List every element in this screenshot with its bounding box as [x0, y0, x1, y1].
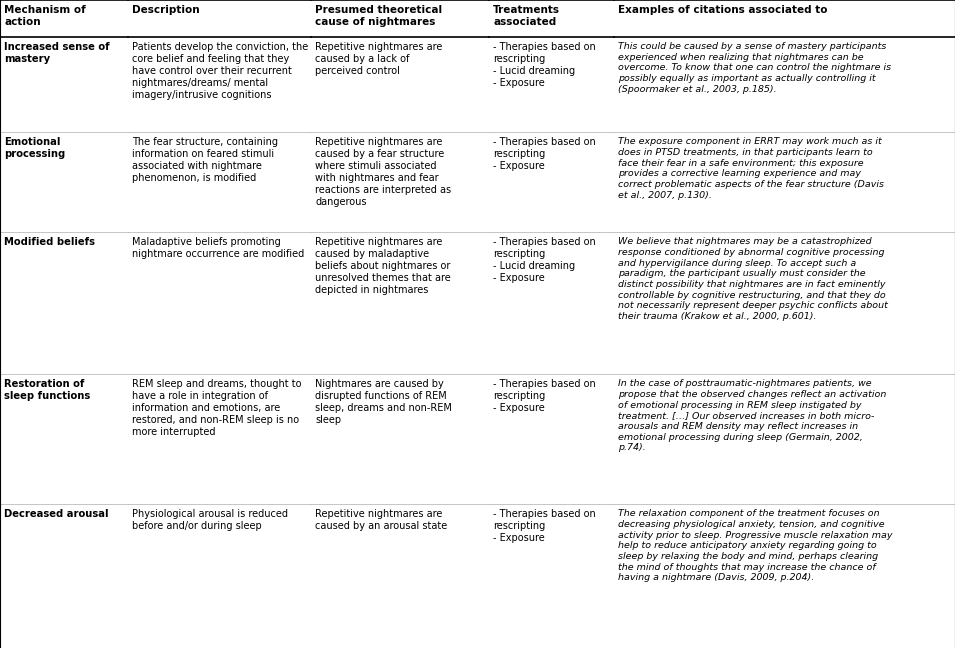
Text: In the case of posttraumatic-nightmares patients, we
propose that the observed c: In the case of posttraumatic-nightmares … [618, 379, 886, 452]
Text: Presumed theoretical
cause of nightmares: Presumed theoretical cause of nightmares [315, 5, 442, 27]
Text: Patients develop the conviction, the
core belief and feeling that they
have cont: Patients develop the conviction, the cor… [132, 42, 308, 100]
Text: The exposure component in ERRT may work much as it
does in PTSD treatments, in t: The exposure component in ERRT may work … [618, 137, 884, 200]
Text: REM sleep and dreams, thought to
have a role in integration of
information and e: REM sleep and dreams, thought to have a … [132, 379, 302, 437]
Text: This could be caused by a sense of mastery participants
experienced when realizi: This could be caused by a sense of maste… [618, 42, 891, 94]
Text: Modified beliefs: Modified beliefs [4, 237, 95, 247]
Text: Increased sense of
mastery: Increased sense of mastery [4, 42, 110, 64]
Text: Maladaptive beliefs promoting
nightmare occurrence are modified: Maladaptive beliefs promoting nightmare … [132, 237, 305, 259]
Text: Description: Description [132, 5, 200, 15]
Text: Physiological arousal is reduced
before and/or during sleep: Physiological arousal is reduced before … [132, 509, 288, 531]
Text: Repetitive nightmares are
caused by a lack of
perceived control: Repetitive nightmares are caused by a la… [315, 42, 442, 76]
Text: Emotional
processing: Emotional processing [4, 137, 65, 159]
Text: - Therapies based on
rescripting
- Exposure: - Therapies based on rescripting - Expos… [493, 137, 596, 171]
Text: - Therapies based on
rescripting
- Lucid dreaming
- Exposure: - Therapies based on rescripting - Lucid… [493, 42, 596, 88]
Text: - Therapies based on
rescripting
- Exposure: - Therapies based on rescripting - Expos… [493, 379, 596, 413]
Text: The relaxation component of the treatment focuses on
decreasing physiological an: The relaxation component of the treatmen… [618, 509, 893, 583]
Text: The fear structure, containing
information on feared stimuli
associated with nig: The fear structure, containing informati… [132, 137, 278, 183]
Text: Repetitive nightmares are
caused by an arousal state: Repetitive nightmares are caused by an a… [315, 509, 447, 531]
Text: Repetitive nightmares are
caused by a fear structure
where stimuli associated
wi: Repetitive nightmares are caused by a fe… [315, 137, 451, 207]
Text: Examples of citations associated to: Examples of citations associated to [618, 5, 827, 15]
Text: Decreased arousal: Decreased arousal [4, 509, 109, 519]
Text: - Therapies based on
rescripting
- Exposure: - Therapies based on rescripting - Expos… [493, 509, 596, 543]
Text: Mechanism of
action: Mechanism of action [4, 5, 86, 27]
Text: Nightmares are caused by
disrupted functions of REM
sleep, dreams and non-REM
sl: Nightmares are caused by disrupted funct… [315, 379, 452, 425]
Text: Repetitive nightmares are
caused by maladaptive
beliefs about nightmares or
unre: Repetitive nightmares are caused by mala… [315, 237, 451, 295]
Text: Restoration of
sleep functions: Restoration of sleep functions [4, 379, 91, 401]
Text: Treatments
associated: Treatments associated [493, 5, 560, 27]
Text: - Therapies based on
rescripting
- Lucid dreaming
- Exposure: - Therapies based on rescripting - Lucid… [493, 237, 596, 283]
Text: We believe that nightmares may be a catastrophized
response conditioned by abnor: We believe that nightmares may be a cata… [618, 237, 888, 321]
